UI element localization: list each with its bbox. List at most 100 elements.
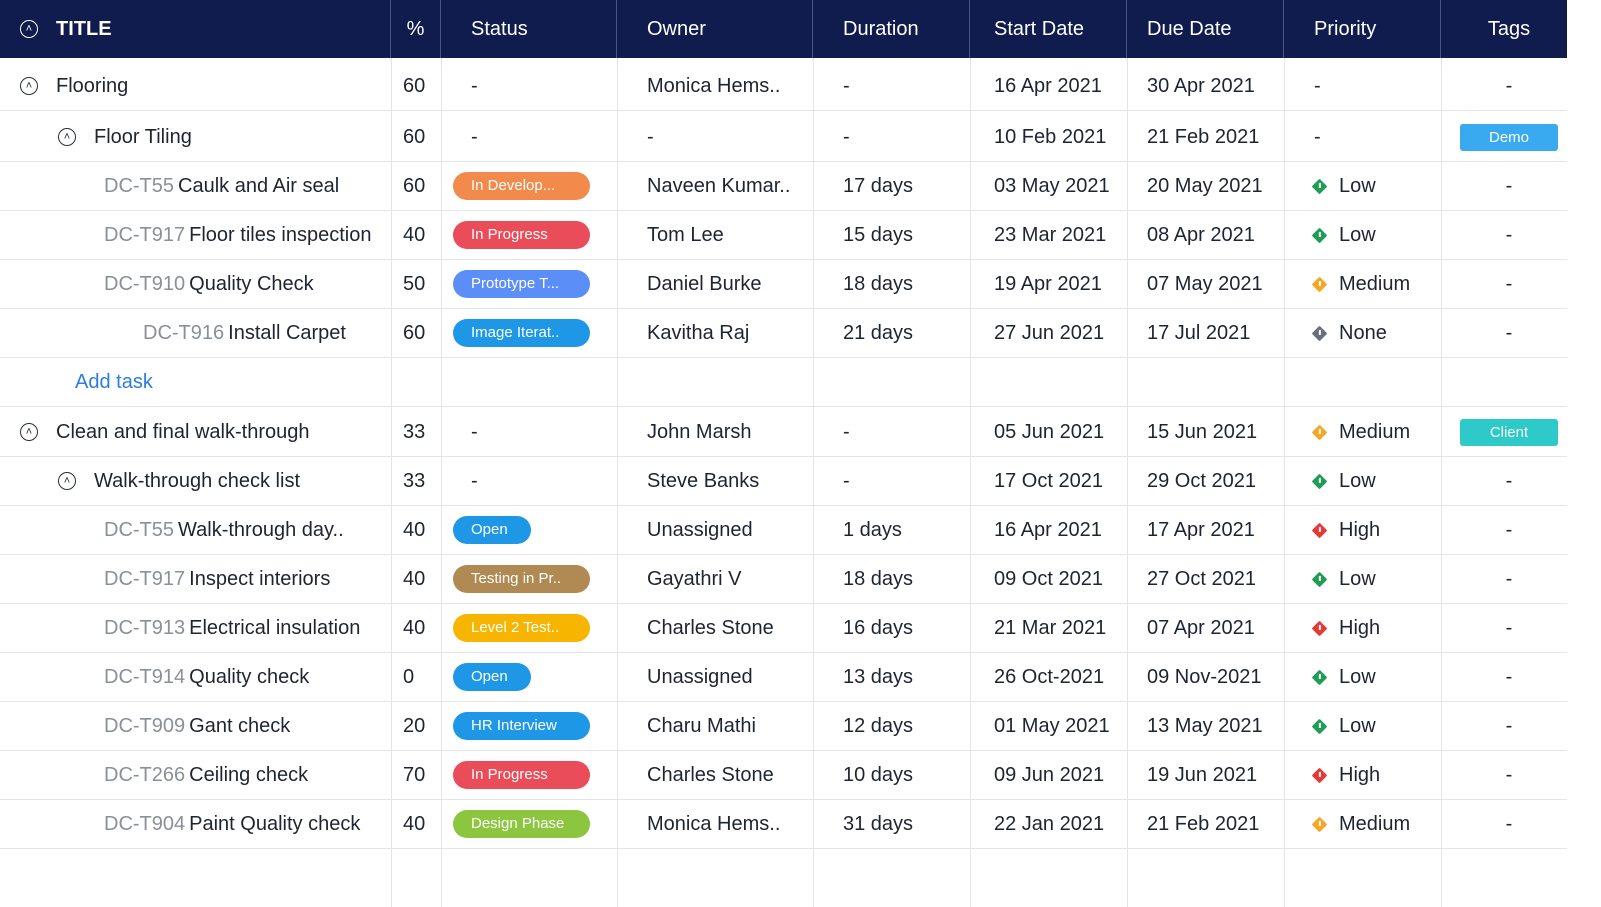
- status-cell[interactable]: HR Interview: [441, 702, 617, 750]
- task-id[interactable]: DC-T917: [104, 223, 186, 246]
- tags-cell[interactable]: -: [1441, 653, 1567, 701]
- status-pill[interactable]: In Develop...: [453, 172, 590, 200]
- status-cell[interactable]: In Progress: [441, 211, 617, 259]
- status-pill[interactable]: Open: [453, 663, 531, 691]
- priority-cell[interactable]: Low: [1284, 555, 1441, 603]
- duration-cell[interactable]: -: [813, 62, 970, 110]
- priority-cell[interactable]: -: [1284, 62, 1441, 110]
- priority-cell[interactable]: Low: [1284, 162, 1441, 210]
- due-date-cell[interactable]: 19 Jun 2021: [1127, 751, 1284, 799]
- status-cell[interactable]: -: [441, 113, 617, 161]
- start-date-cell[interactable]: 09 Oct 2021: [970, 555, 1127, 603]
- collapse-icon[interactable]: ˄: [20, 423, 38, 441]
- status-cell[interactable]: -: [441, 62, 617, 110]
- owner-cell[interactable]: Naveen Kumar..: [617, 162, 813, 210]
- header-due-date[interactable]: Due Date: [1127, 0, 1284, 58]
- due-date-cell[interactable]: 13 May 2021: [1127, 702, 1284, 750]
- start-date-cell[interactable]: 17 Oct 2021: [970, 457, 1127, 505]
- due-date-cell[interactable]: 15 Jun 2021: [1127, 408, 1284, 456]
- duration-cell[interactable]: 18 days: [813, 260, 970, 308]
- owner-cell[interactable]: Charles Stone: [617, 604, 813, 652]
- status-cell[interactable]: Prototype T...: [441, 260, 617, 308]
- start-date-cell[interactable]: 27 Jun 2021: [970, 309, 1127, 357]
- tags-cell[interactable]: -: [1441, 211, 1567, 259]
- task-id[interactable]: DC-T916: [143, 321, 225, 344]
- priority-cell[interactable]: High: [1284, 604, 1441, 652]
- task-row[interactable]: DC-T266 Ceiling check 70 In Progress Charles…: [0, 751, 1567, 800]
- task-row[interactable]: DC-T916 Install Carpet 60 Image Iterat.. Kav…: [0, 309, 1567, 358]
- header-start-date[interactable]: Start Date: [970, 0, 1127, 58]
- due-date-cell[interactable]: 20 May 2021: [1127, 162, 1284, 210]
- task-title[interactable]: Caulk and Air seal: [178, 174, 340, 197]
- due-date-cell[interactable]: 17 Apr 2021: [1127, 506, 1284, 554]
- start-date-cell[interactable]: 05 Jun 2021: [970, 408, 1127, 456]
- duration-cell[interactable]: 1 days: [813, 506, 970, 554]
- header-status[interactable]: Status: [441, 0, 617, 58]
- tags-cell[interactable]: -: [1441, 62, 1567, 110]
- duration-cell[interactable]: -: [813, 457, 970, 505]
- group-row[interactable]: ˄ Clean and final walk-through 33 - John Mar…: [0, 408, 1567, 457]
- status-cell[interactable]: Image Iterat..: [441, 309, 617, 357]
- duration-cell[interactable]: 16 days: [813, 604, 970, 652]
- task-title[interactable]: Flooring: [56, 74, 129, 97]
- duration-cell[interactable]: 17 days: [813, 162, 970, 210]
- collapse-icon[interactable]: ˄: [20, 77, 38, 95]
- status-pill[interactable]: In Progress: [453, 221, 590, 249]
- start-date-cell[interactable]: 26 Oct-2021: [970, 653, 1127, 701]
- status-cell[interactable]: In Progress: [441, 751, 617, 799]
- start-date-cell[interactable]: 10 Feb 2021: [970, 113, 1127, 161]
- tags-cell[interactable]: Client: [1441, 408, 1567, 456]
- tags-cell[interactable]: -: [1441, 260, 1567, 308]
- task-title[interactable]: Walk-through check list: [94, 469, 300, 492]
- task-title[interactable]: Paint Quality check: [189, 812, 361, 835]
- due-date-cell[interactable]: 30 Apr 2021: [1127, 62, 1284, 110]
- duration-cell[interactable]: 12 days: [813, 702, 970, 750]
- owner-cell[interactable]: John Marsh: [617, 408, 813, 456]
- due-date-cell[interactable]: 17 Jul 2021: [1127, 309, 1284, 357]
- duration-cell[interactable]: 31 days: [813, 800, 970, 848]
- status-pill[interactable]: Prototype T...: [453, 270, 590, 298]
- tag-chip[interactable]: Demo: [1460, 123, 1558, 151]
- status-pill[interactable]: HR Interview: [453, 712, 590, 740]
- status-cell[interactable]: In Develop...: [441, 162, 617, 210]
- start-date-cell[interactable]: 21 Mar 2021: [970, 604, 1127, 652]
- owner-cell[interactable]: Kavitha Raj: [617, 309, 813, 357]
- collapse-icon[interactable]: ˄: [58, 128, 76, 146]
- owner-cell[interactable]: Monica Hems..: [617, 62, 813, 110]
- tag-chip[interactable]: Client: [1460, 418, 1558, 446]
- header-owner[interactable]: Owner: [617, 0, 813, 58]
- status-cell[interactable]: Open: [441, 653, 617, 701]
- due-date-cell[interactable]: 21 Feb 2021: [1127, 113, 1284, 161]
- duration-cell[interactable]: 15 days: [813, 211, 970, 259]
- priority-cell[interactable]: Medium: [1284, 260, 1441, 308]
- header-percent[interactable]: %: [391, 0, 441, 58]
- due-date-cell[interactable]: 07 May 2021: [1127, 260, 1284, 308]
- priority-cell[interactable]: Low: [1284, 457, 1441, 505]
- priority-cell[interactable]: None: [1284, 309, 1441, 357]
- due-date-cell[interactable]: 27 Oct 2021: [1127, 555, 1284, 603]
- priority-cell[interactable]: Low: [1284, 702, 1441, 750]
- task-id[interactable]: DC-T909: [104, 714, 186, 737]
- start-date-cell[interactable]: 03 May 2021: [970, 162, 1127, 210]
- collapse-all-icon[interactable]: ˄: [20, 20, 38, 38]
- task-id[interactable]: DC-T914: [104, 665, 186, 688]
- status-pill[interactable]: In Progress: [453, 761, 590, 789]
- tags-cell[interactable]: Demo: [1441, 113, 1567, 161]
- status-cell[interactable]: Open: [441, 506, 617, 554]
- task-title[interactable]: Floor Tiling: [94, 125, 192, 148]
- header-duration[interactable]: Duration: [813, 0, 970, 58]
- task-row[interactable]: DC-T904 Paint Quality check 40 Design Phase…: [0, 800, 1567, 849]
- task-title[interactable]: Floor tiles inspection: [189, 223, 372, 246]
- status-pill[interactable]: Design Phase: [453, 810, 590, 838]
- start-date-cell[interactable]: 23 Mar 2021: [970, 211, 1127, 259]
- task-title[interactable]: Quality check: [189, 665, 310, 688]
- owner-cell[interactable]: -: [617, 113, 813, 161]
- tags-cell[interactable]: -: [1441, 751, 1567, 799]
- status-cell[interactable]: -: [441, 408, 617, 456]
- status-cell[interactable]: -: [441, 457, 617, 505]
- header-tags[interactable]: Tags: [1441, 0, 1567, 58]
- owner-cell[interactable]: Monica Hems..: [617, 800, 813, 848]
- owner-cell[interactable]: Unassigned: [617, 653, 813, 701]
- owner-cell[interactable]: Unassigned: [617, 506, 813, 554]
- task-id[interactable]: DC-T910: [104, 272, 186, 295]
